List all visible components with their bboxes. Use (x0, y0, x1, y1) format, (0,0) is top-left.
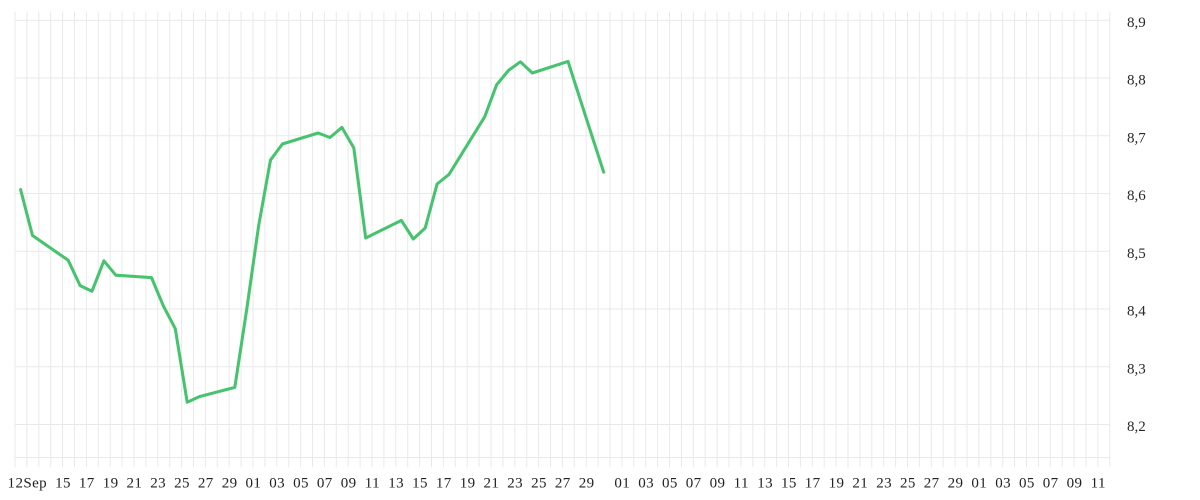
svg-text:05: 05 (1019, 476, 1035, 492)
svg-text:07: 07 (686, 476, 702, 492)
svg-text:8,5: 8,5 (1127, 246, 1146, 262)
svg-text:23: 23 (150, 476, 166, 492)
svg-text:21: 21 (483, 476, 499, 492)
svg-text:23: 23 (507, 476, 523, 492)
svg-text:27: 27 (924, 476, 940, 492)
svg-text:21: 21 (126, 476, 142, 492)
svg-text:13: 13 (388, 476, 404, 492)
svg-text:09: 09 (341, 476, 357, 492)
svg-text:11: 11 (1091, 476, 1106, 492)
svg-text:25: 25 (531, 476, 547, 492)
svg-text:09: 09 (1067, 476, 1083, 492)
svg-text:29: 29 (579, 476, 595, 492)
svg-text:05: 05 (293, 476, 309, 492)
svg-text:03: 03 (638, 476, 654, 492)
svg-text:27: 27 (555, 476, 571, 492)
svg-text:29: 29 (222, 476, 238, 492)
svg-text:19: 19 (103, 476, 119, 492)
svg-text:29: 29 (948, 476, 964, 492)
svg-text:03: 03 (269, 476, 285, 492)
svg-text:19: 19 (829, 476, 845, 492)
svg-text:27: 27 (198, 476, 214, 492)
svg-text:15: 15 (781, 476, 797, 492)
svg-text:12Sep: 12Sep (8, 476, 48, 492)
svg-text:07: 07 (317, 476, 333, 492)
svg-text:23: 23 (876, 476, 892, 492)
svg-text:8,8: 8,8 (1127, 73, 1146, 89)
svg-text:8,7: 8,7 (1127, 130, 1146, 146)
svg-text:8,4: 8,4 (1127, 304, 1146, 320)
svg-text:13: 13 (757, 476, 773, 492)
svg-text:01: 01 (245, 476, 261, 492)
svg-text:8,9: 8,9 (1127, 15, 1146, 31)
svg-text:17: 17 (79, 476, 95, 492)
svg-text:21: 21 (852, 476, 868, 492)
svg-text:17: 17 (436, 476, 452, 492)
svg-text:09: 09 (710, 476, 726, 492)
svg-text:17: 17 (805, 476, 821, 492)
svg-text:25: 25 (174, 476, 190, 492)
svg-text:15: 15 (412, 476, 428, 492)
svg-text:05: 05 (662, 476, 678, 492)
svg-text:15: 15 (55, 476, 71, 492)
svg-text:25: 25 (900, 476, 916, 492)
svg-text:8,3: 8,3 (1127, 361, 1146, 377)
svg-text:07: 07 (1043, 476, 1059, 492)
svg-text:19: 19 (460, 476, 476, 492)
svg-text:8,6: 8,6 (1127, 188, 1146, 204)
svg-text:11: 11 (365, 476, 380, 492)
svg-text:11: 11 (734, 476, 749, 492)
svg-text:01: 01 (614, 476, 630, 492)
svg-text:03: 03 (995, 476, 1011, 492)
svg-text:8,2: 8,2 (1127, 419, 1146, 435)
svg-text:01: 01 (971, 476, 987, 492)
